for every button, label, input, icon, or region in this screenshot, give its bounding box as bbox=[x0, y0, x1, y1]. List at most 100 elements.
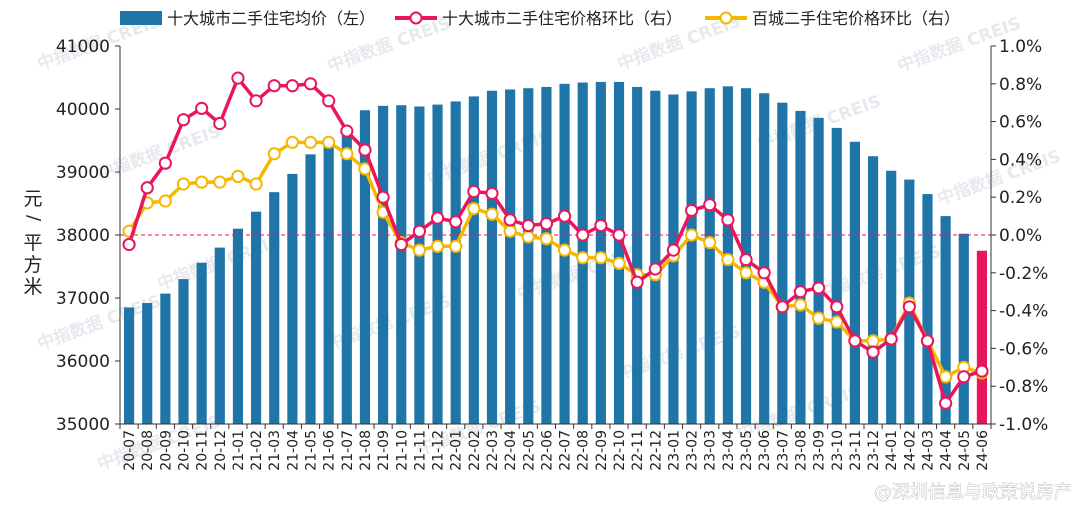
x-tick-label: 24-02 bbox=[902, 430, 918, 471]
data-point bbox=[249, 94, 263, 108]
bar bbox=[813, 117, 824, 424]
x-tick-label: 21-03 bbox=[267, 430, 283, 471]
data-point bbox=[830, 300, 844, 314]
data-point bbox=[467, 201, 481, 216]
bar bbox=[305, 154, 316, 425]
data-point bbox=[939, 370, 953, 384]
bar bbox=[922, 194, 933, 424]
data-point bbox=[884, 332, 898, 346]
y-axis-title-char: 米 bbox=[23, 276, 42, 298]
data-point bbox=[176, 177, 191, 191]
right-tick-label: -1.0% bbox=[999, 415, 1048, 435]
bar bbox=[214, 247, 225, 424]
x-tick-label: 23-03 bbox=[703, 430, 719, 471]
bar bbox=[123, 307, 135, 424]
bar bbox=[269, 192, 280, 424]
bar bbox=[287, 173, 298, 424]
data-point bbox=[866, 345, 880, 359]
right-tick-label: -0.6% bbox=[999, 339, 1048, 359]
data-point bbox=[267, 147, 281, 161]
right-tick-label: 0.6% bbox=[999, 113, 1042, 133]
data-point bbox=[213, 175, 227, 189]
x-tick-label: 21-09 bbox=[376, 430, 392, 471]
x-tick-label: 22-07 bbox=[558, 430, 574, 471]
data-point bbox=[122, 237, 136, 252]
right-tick-label: 0.0% bbox=[999, 226, 1042, 246]
x-tick-label: 23-10 bbox=[830, 430, 846, 471]
bar bbox=[341, 134, 352, 424]
x-tick-label: 23-09 bbox=[812, 430, 828, 471]
y-axis-title-char: / bbox=[23, 215, 44, 222]
x-tick-label: 21-08 bbox=[358, 430, 374, 471]
bar bbox=[795, 110, 806, 424]
legend-marker bbox=[719, 11, 733, 25]
x-tick-label: 23-08 bbox=[793, 430, 809, 471]
data-point bbox=[739, 266, 753, 280]
bar bbox=[650, 90, 661, 424]
data-point bbox=[394, 237, 408, 252]
bar bbox=[414, 106, 425, 424]
bar bbox=[196, 262, 207, 424]
bar bbox=[686, 91, 697, 425]
data-point bbox=[793, 298, 808, 312]
data-point bbox=[376, 190, 390, 204]
data-point bbox=[630, 275, 644, 289]
data-point bbox=[158, 194, 172, 208]
data-point bbox=[920, 334, 935, 348]
y-axis-title-char: 方 bbox=[23, 254, 42, 276]
x-tick-label: 22-03 bbox=[485, 430, 501, 471]
data-point bbox=[684, 228, 699, 242]
data-point bbox=[612, 256, 626, 270]
x-tick-label: 23-02 bbox=[685, 430, 701, 471]
x-tick-label: 22-10 bbox=[612, 430, 628, 471]
data-point bbox=[521, 230, 535, 244]
data-point bbox=[576, 251, 590, 265]
x-tick-label: 23-11 bbox=[848, 430, 864, 471]
y-axis-title-char: 平 bbox=[23, 232, 42, 254]
data-point bbox=[721, 213, 735, 227]
data-point bbox=[539, 232, 554, 246]
x-tick-label: 23-07 bbox=[775, 430, 791, 471]
data-point bbox=[594, 218, 608, 233]
data-point bbox=[303, 77, 318, 91]
bar bbox=[359, 110, 371, 424]
x-tick-label: 20-12 bbox=[213, 430, 229, 471]
data-point bbox=[939, 396, 953, 410]
x-tick-label: 22-01 bbox=[449, 430, 465, 471]
left-tick-label: 40000 bbox=[56, 100, 110, 120]
x-tick-label: 20-07 bbox=[122, 430, 138, 471]
data-point bbox=[721, 252, 735, 267]
watermark-text: 中指数据 CREIS bbox=[95, 121, 224, 185]
bar bbox=[777, 102, 788, 424]
data-point bbox=[449, 239, 463, 253]
x-tick-label: 21-12 bbox=[431, 430, 447, 471]
data-point bbox=[812, 281, 826, 295]
data-point bbox=[195, 101, 209, 115]
x-tick-label: 22-12 bbox=[648, 430, 664, 471]
bar bbox=[396, 105, 407, 424]
data-point bbox=[322, 94, 336, 108]
bar bbox=[886, 170, 897, 424]
x-tick-label: 24-05 bbox=[957, 430, 973, 471]
bar bbox=[160, 293, 171, 424]
left-tick-label: 35000 bbox=[56, 415, 110, 435]
data-point bbox=[285, 135, 299, 149]
data-point bbox=[957, 370, 971, 384]
legend-marker bbox=[409, 11, 423, 25]
bar bbox=[232, 228, 244, 424]
data-point bbox=[358, 143, 372, 157]
x-tick-label: 21-06 bbox=[322, 430, 338, 471]
x-tick-label: 21-05 bbox=[304, 430, 320, 471]
data-point bbox=[213, 116, 227, 131]
data-point bbox=[249, 177, 263, 191]
bar bbox=[976, 250, 988, 424]
x-tick-label: 21-01 bbox=[231, 430, 247, 471]
bar bbox=[251, 211, 262, 424]
x-tick-label: 20-08 bbox=[140, 430, 156, 471]
right-tick-label: -0.4% bbox=[999, 302, 1048, 322]
bar bbox=[468, 96, 479, 425]
x-tick-label: 23-06 bbox=[757, 430, 773, 471]
legend-label: 十大城市二手住宅价格环比（右） bbox=[442, 9, 682, 28]
